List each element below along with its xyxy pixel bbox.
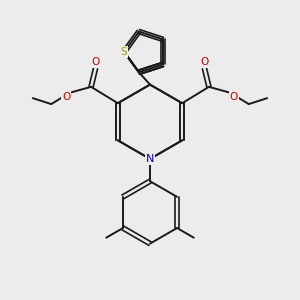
Text: N: N	[146, 154, 154, 164]
Text: O: O	[92, 58, 100, 68]
Polygon shape	[2, 2, 298, 298]
Text: O: O	[200, 58, 208, 68]
Text: O: O	[230, 92, 238, 102]
Text: O: O	[62, 92, 70, 102]
Text: N: N	[146, 154, 154, 164]
Text: S: S	[121, 47, 128, 57]
